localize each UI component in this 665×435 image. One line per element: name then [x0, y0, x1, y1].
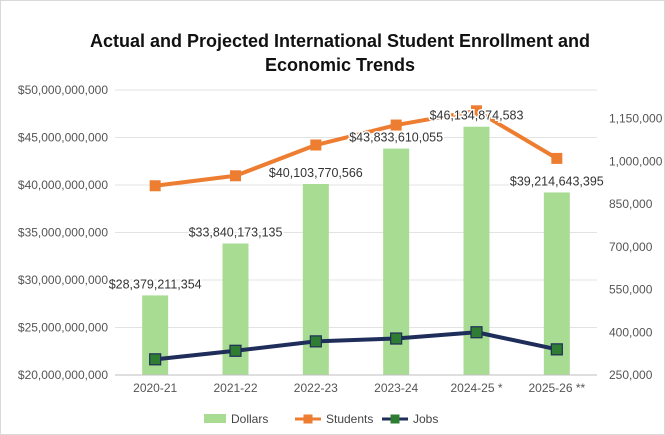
- marker-students: [230, 170, 241, 182]
- marker-jobs: [149, 353, 162, 366]
- x-axis-tick-label: 2021-22: [213, 381, 257, 395]
- marker-students: [551, 152, 563, 164]
- x-axis-tick-label: 2024-25 *: [450, 381, 502, 395]
- right-axis-tick-label: 850,000: [609, 197, 653, 211]
- right-axis-tick-label: 550,000: [609, 283, 653, 297]
- legend-label-jobs: Jobs: [413, 412, 438, 426]
- marker-students: [149, 180, 161, 192]
- left-axis-tick-label: $20,000,000,000: [18, 368, 108, 382]
- data-label-dollars: $40,103,770,566: [269, 166, 363, 180]
- x-axis-tick-label: 2023-24: [374, 381, 418, 395]
- legend-marker-students: [303, 414, 313, 424]
- marker-students: [390, 119, 402, 131]
- data-labels: $28,379,211,354 $33,840,173,135 $40,103,77…: [107, 107, 605, 293]
- line-series: [149, 105, 563, 366]
- line-students: [153, 108, 559, 188]
- marker-jobs: [550, 343, 563, 356]
- marker-students: [310, 139, 322, 151]
- axes: $20,000,000,000 $25,000,000,000 $30,000,00…: [18, 83, 663, 395]
- right-axis-tick-label: 700,000: [609, 240, 653, 254]
- data-label-dollars: $43,833,610,055: [349, 131, 443, 145]
- right-axis-tick-label: 1,000,000: [609, 154, 663, 168]
- marker-jobs: [470, 326, 483, 339]
- x-axis-tick-label: 2025-26 **: [528, 381, 585, 395]
- chart-title-line1: Actual and Projected International Stude…: [90, 31, 590, 51]
- left-axis-tick-label: $30,000,000,000: [18, 273, 108, 287]
- left-axis-tick-label: $25,000,000,000: [18, 321, 108, 335]
- legend-marker-jobs: [390, 414, 400, 424]
- legend: Dollars Students Jobs: [204, 412, 438, 426]
- data-label-dollars: $28,379,211,354: [109, 277, 202, 291]
- left-axis-tick-label: $45,000,000,000: [18, 131, 108, 145]
- data-label-dollars: $46,134,874,583: [430, 109, 524, 123]
- marker-jobs: [229, 344, 242, 357]
- marker-jobs: [309, 335, 322, 348]
- left-axis-tick-label: $35,000,000,000: [18, 226, 108, 240]
- x-axis-tick-label: 2020-21: [133, 381, 177, 395]
- right-axis-tick-label: 250,000: [609, 368, 653, 382]
- legend-label-students: Students: [326, 412, 373, 426]
- data-label-dollars: $33,840,173,135: [189, 226, 283, 240]
- right-axis-tick-label: 400,000: [609, 325, 653, 339]
- chart-title-line2: Economic Trends: [265, 55, 415, 75]
- line-jobs: [153, 330, 559, 362]
- right-axis-tick-label: 1,150,000: [609, 112, 663, 126]
- left-axis-tick-label: $50,000,000,000: [18, 83, 108, 97]
- data-label-dollars: $39,214,643,395: [510, 174, 604, 188]
- legend-label-dollars: Dollars: [231, 412, 268, 426]
- legend-swatch-dollars: [204, 414, 226, 423]
- marker-jobs: [390, 332, 403, 345]
- marker-students: [471, 105, 482, 117]
- x-axis-tick-label: 2022-23: [294, 381, 338, 395]
- left-axis-tick-label: $40,000,000,000: [18, 178, 108, 192]
